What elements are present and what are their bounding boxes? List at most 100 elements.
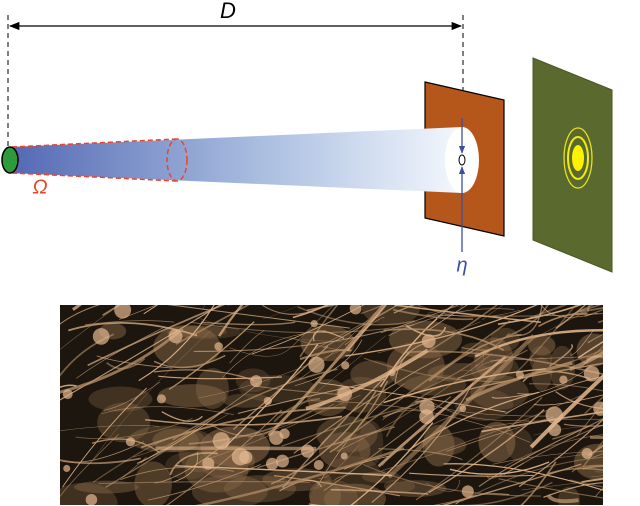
fiber — [340, 452, 348, 460]
fiber — [253, 242, 415, 304]
fiber — [606, 455, 640, 467]
fiber — [487, 462, 525, 479]
fiber — [166, 305, 203, 306]
fiber — [169, 452, 218, 476]
fiber — [362, 463, 541, 497]
fiber — [72, 305, 82, 311]
fiber — [611, 284, 640, 296]
fiber — [407, 391, 540, 451]
fiber — [60, 434, 119, 497]
cone-edge — [11, 138, 177, 148]
fiber — [591, 475, 603, 477]
fiber — [336, 353, 493, 452]
fiber — [214, 342, 223, 351]
fiber — [153, 369, 255, 382]
fiber — [529, 305, 568, 320]
fiber — [279, 479, 322, 492]
fiber — [490, 356, 603, 362]
fiber — [348, 222, 415, 298]
fiber — [210, 424, 275, 437]
fiber — [231, 448, 250, 466]
fiber — [393, 293, 474, 302]
fiber — [545, 406, 563, 424]
fiber — [306, 305, 338, 312]
fiber — [335, 376, 387, 413]
fiber — [193, 329, 386, 352]
fiber — [582, 440, 603, 468]
fiber — [143, 305, 159, 315]
fiber — [502, 434, 603, 469]
fiber — [563, 423, 603, 427]
fiber — [381, 414, 455, 467]
fiber — [421, 334, 436, 349]
fiber — [293, 357, 441, 454]
fiber — [571, 464, 603, 473]
fiber — [62, 387, 147, 488]
fiber — [586, 305, 591, 312]
fiber — [520, 461, 557, 505]
fiber — [371, 382, 474, 503]
fiber — [584, 309, 603, 317]
fiber — [195, 447, 405, 505]
fiber — [404, 374, 467, 396]
fiber — [380, 305, 459, 334]
fiber — [406, 269, 480, 296]
fiber — [87, 305, 225, 367]
fiber — [168, 321, 255, 391]
fiber — [515, 370, 524, 379]
fiber — [270, 391, 377, 485]
fiber — [419, 409, 434, 424]
fiber — [555, 305, 587, 329]
fiber — [196, 317, 343, 342]
fiber — [92, 328, 110, 345]
fiber — [175, 305, 250, 345]
fiber — [166, 409, 282, 505]
fiber — [60, 457, 141, 465]
fiber — [101, 406, 234, 416]
fiber — [60, 384, 77, 389]
fiber — [425, 435, 467, 456]
fiber — [415, 397, 543, 501]
fiber — [138, 305, 215, 382]
fiber — [378, 448, 463, 461]
cone-edge — [11, 172, 177, 182]
fiber — [85, 493, 98, 505]
fiber — [92, 436, 174, 483]
fiber — [43, 243, 109, 299]
fiber — [60, 482, 118, 505]
fiber — [155, 446, 317, 451]
micrograph-texture — [43, 222, 640, 506]
fiber — [361, 305, 421, 326]
fiber — [172, 452, 199, 483]
fiber — [505, 375, 603, 415]
fiber — [344, 317, 385, 346]
fiber — [313, 305, 399, 351]
fiber — [77, 285, 138, 297]
fiber — [518, 418, 603, 488]
fiber — [212, 432, 230, 450]
fiber — [603, 454, 640, 506]
solid-angle-label: Ω — [32, 176, 47, 198]
fiber — [114, 305, 132, 319]
fiber — [377, 321, 481, 354]
fiber — [455, 388, 514, 421]
fiber — [330, 488, 429, 495]
fiber — [140, 406, 346, 449]
fiber — [617, 417, 640, 425]
fiber — [605, 447, 640, 463]
fiber — [522, 370, 591, 383]
fiber — [158, 375, 282, 380]
fiber — [229, 347, 290, 357]
fiber — [62, 389, 73, 400]
fiber — [607, 448, 640, 469]
fiber — [582, 465, 603, 470]
fiber — [503, 424, 603, 476]
fiber — [383, 328, 505, 351]
fiber — [490, 327, 520, 352]
fiber — [461, 349, 484, 372]
fiber — [290, 305, 335, 349]
fiber — [385, 384, 443, 437]
fiber — [459, 405, 467, 412]
fiber — [457, 349, 528, 379]
fiber — [75, 417, 193, 440]
